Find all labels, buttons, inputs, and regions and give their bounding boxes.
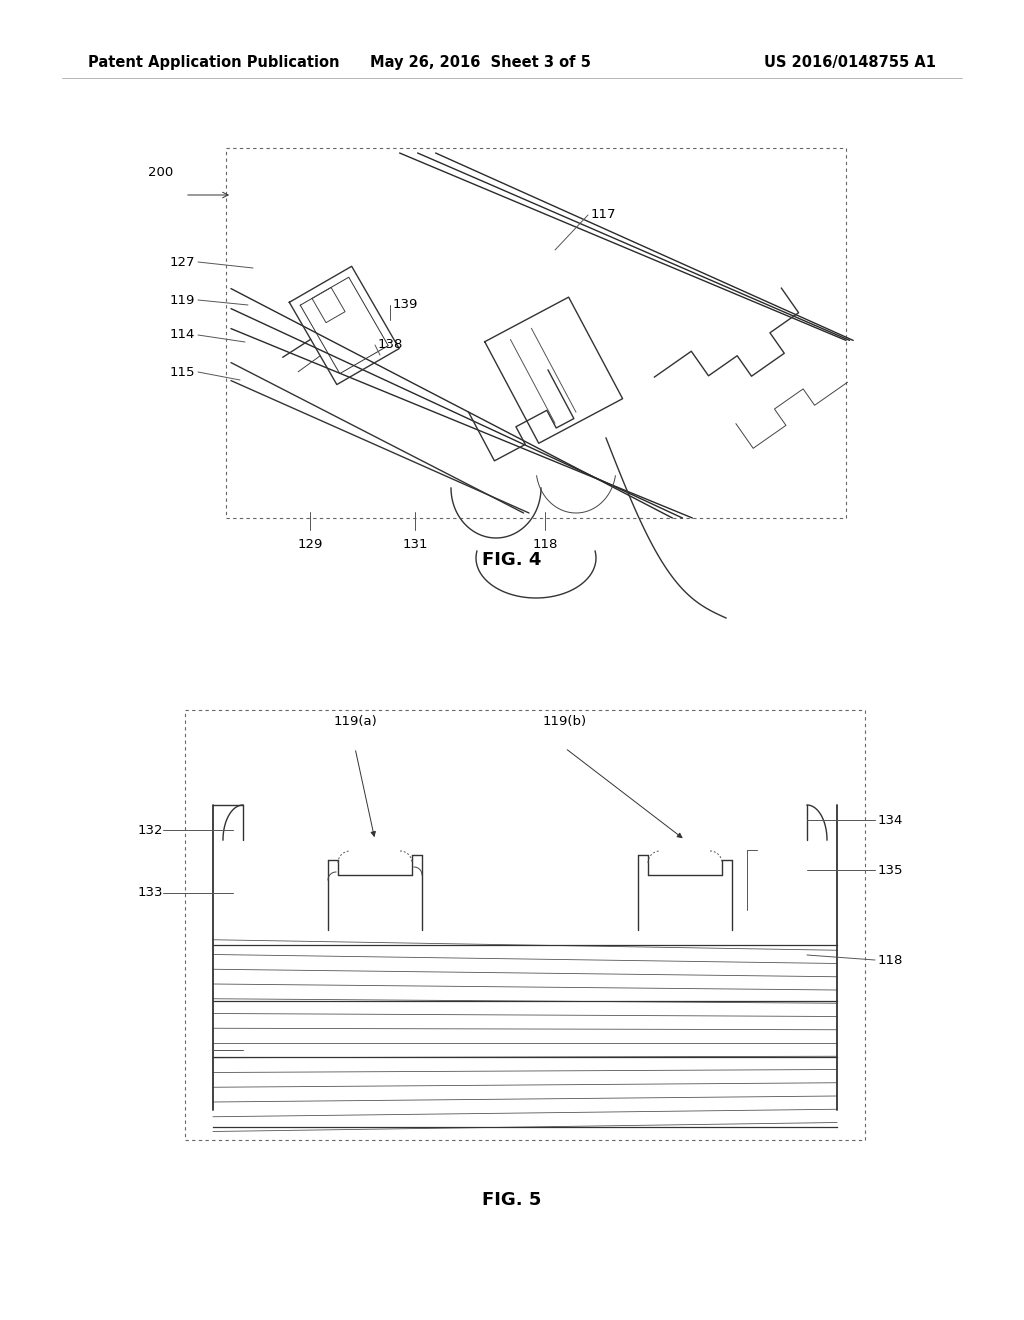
Text: 134: 134 xyxy=(878,813,903,826)
Text: 119(a): 119(a) xyxy=(333,715,377,729)
Text: 139: 139 xyxy=(393,298,419,312)
Text: May 26, 2016  Sheet 3 of 5: May 26, 2016 Sheet 3 of 5 xyxy=(370,54,591,70)
Text: 119: 119 xyxy=(170,293,195,306)
Text: 118: 118 xyxy=(878,953,903,966)
Text: 131: 131 xyxy=(402,539,428,550)
Bar xyxy=(226,148,846,517)
Text: 133: 133 xyxy=(137,887,163,899)
Text: 117: 117 xyxy=(591,209,616,222)
Text: 115: 115 xyxy=(170,366,195,379)
Bar xyxy=(185,710,865,1140)
Text: 114: 114 xyxy=(170,329,195,342)
Text: 127: 127 xyxy=(170,256,195,268)
Text: Patent Application Publication: Patent Application Publication xyxy=(88,54,340,70)
Text: FIG. 5: FIG. 5 xyxy=(482,1191,542,1209)
Text: 132: 132 xyxy=(137,824,163,837)
Text: 118: 118 xyxy=(532,539,558,550)
Text: 200: 200 xyxy=(148,165,173,178)
Text: US 2016/0148755 A1: US 2016/0148755 A1 xyxy=(764,54,936,70)
Text: FIG. 4: FIG. 4 xyxy=(482,550,542,569)
Text: 119(b): 119(b) xyxy=(543,715,587,729)
Text: 135: 135 xyxy=(878,863,903,876)
Text: 138: 138 xyxy=(378,338,403,351)
Text: 129: 129 xyxy=(297,539,323,550)
